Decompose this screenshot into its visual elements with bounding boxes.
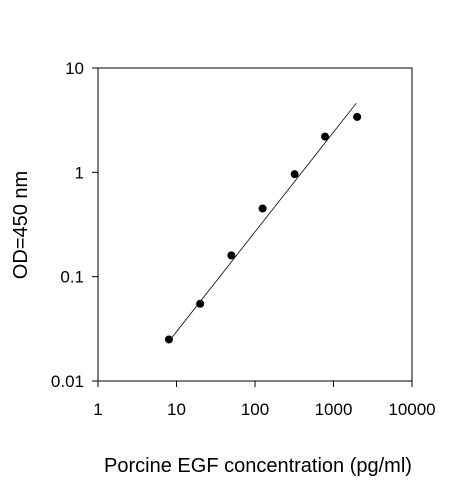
x-axis: 1 10 100 1000 10000 [93,381,436,419]
data-point [227,251,236,260]
x-tick-label: 1 [93,400,102,419]
data-point [290,170,299,179]
x-tick-label: 1000 [315,400,353,419]
y-axis-title: OD=450 nm [10,171,32,279]
data-point [353,112,362,121]
x-axis-title: Porcine EGF concentration (pg/ml) [104,455,412,477]
data-points [164,112,362,344]
x-tick-label: 100 [241,400,269,419]
data-point [164,335,173,344]
data-point [258,204,267,213]
plot-frame [97,67,413,382]
data-point [321,132,330,141]
y-tick-label: 1 [75,163,84,182]
x-tick-label: 10000 [388,400,435,419]
data-point [196,299,205,308]
x-tick-label: 10 [167,400,186,419]
y-tick-label: 10 [65,59,84,78]
y-axis: 0.01 0.1 1 10 [51,59,98,391]
y-tick-label: 0.01 [51,372,84,391]
y-tick-label: 0.1 [60,268,84,287]
